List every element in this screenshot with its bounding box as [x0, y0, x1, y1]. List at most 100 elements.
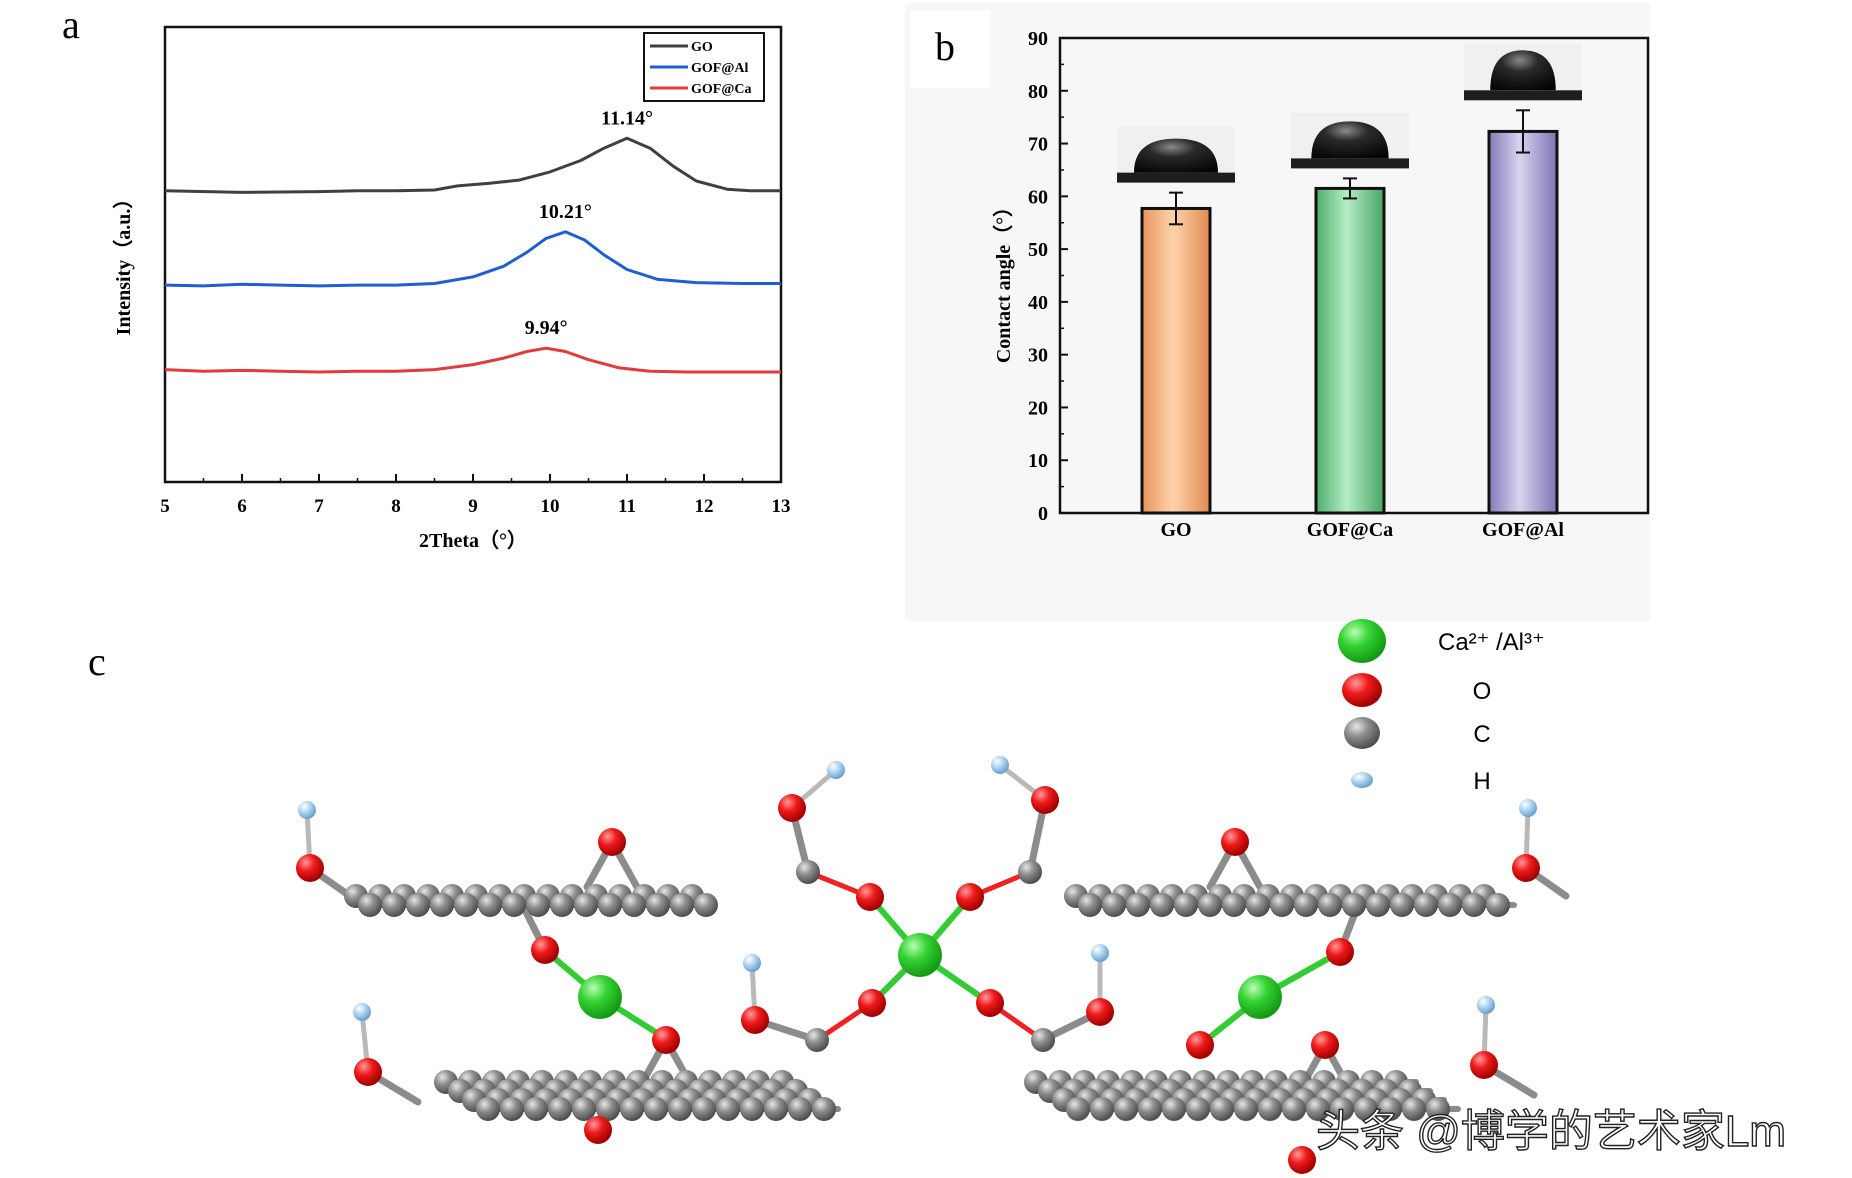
carbon-atom [644, 1097, 668, 1121]
oxygen-atom [1221, 828, 1249, 856]
carbon-atom [430, 893, 454, 917]
oxygen-atom [598, 828, 626, 856]
xrd-x-tick-label: 13 [772, 496, 791, 517]
hydrogen-atom [991, 756, 1009, 774]
oxygen-atom [1311, 1031, 1339, 1059]
carbon-atom [1306, 1097, 1330, 1121]
xrd-series-line [164, 346, 781, 374]
atom-legend-swatch [1342, 673, 1382, 707]
metal-ion [1238, 975, 1282, 1019]
bonds [304, 762, 1570, 1112]
xrd-x-ticks: 5 6 7 8 9 10 11 12 13 [160, 474, 791, 517]
contact-y-tick-label: 80 [1028, 81, 1048, 103]
oxygen-atom [531, 936, 559, 964]
carbon-atom [1486, 893, 1510, 917]
carbon-atom [1354, 1097, 1378, 1121]
carbon-atom [716, 1097, 740, 1121]
carbon-atom [1234, 1097, 1258, 1121]
hydrogen-atom [1477, 996, 1495, 1014]
carbon-atom [1114, 1097, 1138, 1121]
metal-ion [578, 975, 622, 1019]
oxygen-atom [1512, 854, 1540, 882]
carbon-atom [1138, 1097, 1162, 1121]
carbon-atom [1318, 893, 1342, 917]
xrd-legend-entry: GO [691, 40, 713, 55]
carbon-atom [692, 1097, 716, 1121]
carbon-atom [620, 1097, 644, 1121]
atoms [296, 756, 1540, 1174]
carbon-atom [1210, 1097, 1234, 1121]
carbon-atom [694, 893, 718, 917]
xrd-x-tick-label: 7 [314, 496, 324, 517]
carbon-atom [574, 893, 598, 917]
carbon-atom [668, 1097, 692, 1121]
water-droplet [1490, 50, 1556, 91]
xrd-x-tick-label: 5 [160, 496, 170, 517]
atom-legend-swatch [1338, 619, 1386, 663]
carbon-atom [1031, 1028, 1055, 1052]
carbon-atom [406, 893, 430, 917]
carbon-atom [1162, 1097, 1186, 1121]
carbon-atom [502, 893, 526, 917]
xrd-series-line [164, 136, 781, 194]
contact-x-labels: GO GOF@Ca GOF@Al [1160, 519, 1564, 541]
oxygen-atom [296, 854, 324, 882]
oxygen-atom [1326, 938, 1354, 966]
watermark: 头条 @博学的艺术家Lm [1316, 1107, 1786, 1156]
carbon-atom [1222, 893, 1246, 917]
xrd-legend-entry: GOF@Ca [691, 82, 751, 97]
carbon-atom [526, 893, 550, 917]
oxygen-atom [1186, 1031, 1214, 1059]
xrd-x-tick-label: 12 [695, 496, 714, 517]
xrd-series-line [164, 230, 781, 288]
hydrogen-atom [1519, 799, 1537, 817]
water-droplet [1311, 121, 1389, 159]
carbon-atom [1378, 1097, 1402, 1121]
xrd-x-tick-label: 6 [237, 496, 247, 517]
droplet-substrate [1117, 172, 1235, 183]
carbon-atom [764, 1097, 788, 1121]
hydrogen-atom [353, 1003, 371, 1021]
carbon-atom [796, 860, 820, 884]
carbon-atom [1090, 1097, 1114, 1121]
xrd-x-axis-label: 2Theta（°） [419, 529, 527, 552]
carbon-atom [1258, 1097, 1282, 1121]
oxygen-atom [1031, 786, 1059, 814]
metal-ion [898, 933, 942, 977]
carbon-atom [1174, 893, 1198, 917]
contact-y-axis-label: Contact angle（°） [992, 197, 1015, 363]
carbon-atom [646, 893, 670, 917]
xrd-peak-label: 11.14° [601, 107, 653, 129]
carbon-atom [478, 893, 502, 917]
contact-y-ticks: 0 10 20 30 40 50 60 70 80 90 [1028, 28, 1068, 525]
contact-x-tick-label: GOF@Al [1482, 519, 1564, 541]
xrd-x-tick-label: 10 [541, 496, 560, 517]
carbon-atom [572, 1097, 596, 1121]
carbon-atom [1342, 893, 1366, 917]
atom-legend-label: C [1473, 721, 1490, 748]
oxygen-atom [858, 989, 886, 1017]
carbon-atom [1018, 860, 1042, 884]
xrd-peak-label: 10.21° [539, 201, 592, 223]
contact-y-tick-label: 10 [1028, 450, 1048, 472]
hydrogen-atom [743, 954, 761, 972]
contact-y-tick-label: 30 [1028, 345, 1048, 367]
carbon-atom [598, 893, 622, 917]
contact-y-tick-label: 40 [1028, 292, 1048, 314]
xrd-x-tick-label: 8 [391, 496, 401, 517]
xrd-peak-label: 9.94° [525, 317, 568, 339]
contact-bar [1487, 129, 1559, 515]
atom-legend-label: O [1473, 678, 1492, 705]
oxygen-atom [354, 1058, 382, 1086]
oxygen-atom [741, 1006, 769, 1034]
carbon-atom [1462, 893, 1486, 917]
xrd-y-axis-label: Intensity（a.u.） [112, 189, 135, 336]
hydrogen-atom [1091, 944, 1109, 962]
carbon-atom [1150, 893, 1174, 917]
panel-label-b: b [935, 24, 955, 69]
carbon-atom [1438, 893, 1462, 917]
panel-label-c: c [88, 639, 106, 684]
carbon-atom [1330, 1097, 1354, 1121]
contact-y-tick-label: 50 [1028, 239, 1048, 261]
